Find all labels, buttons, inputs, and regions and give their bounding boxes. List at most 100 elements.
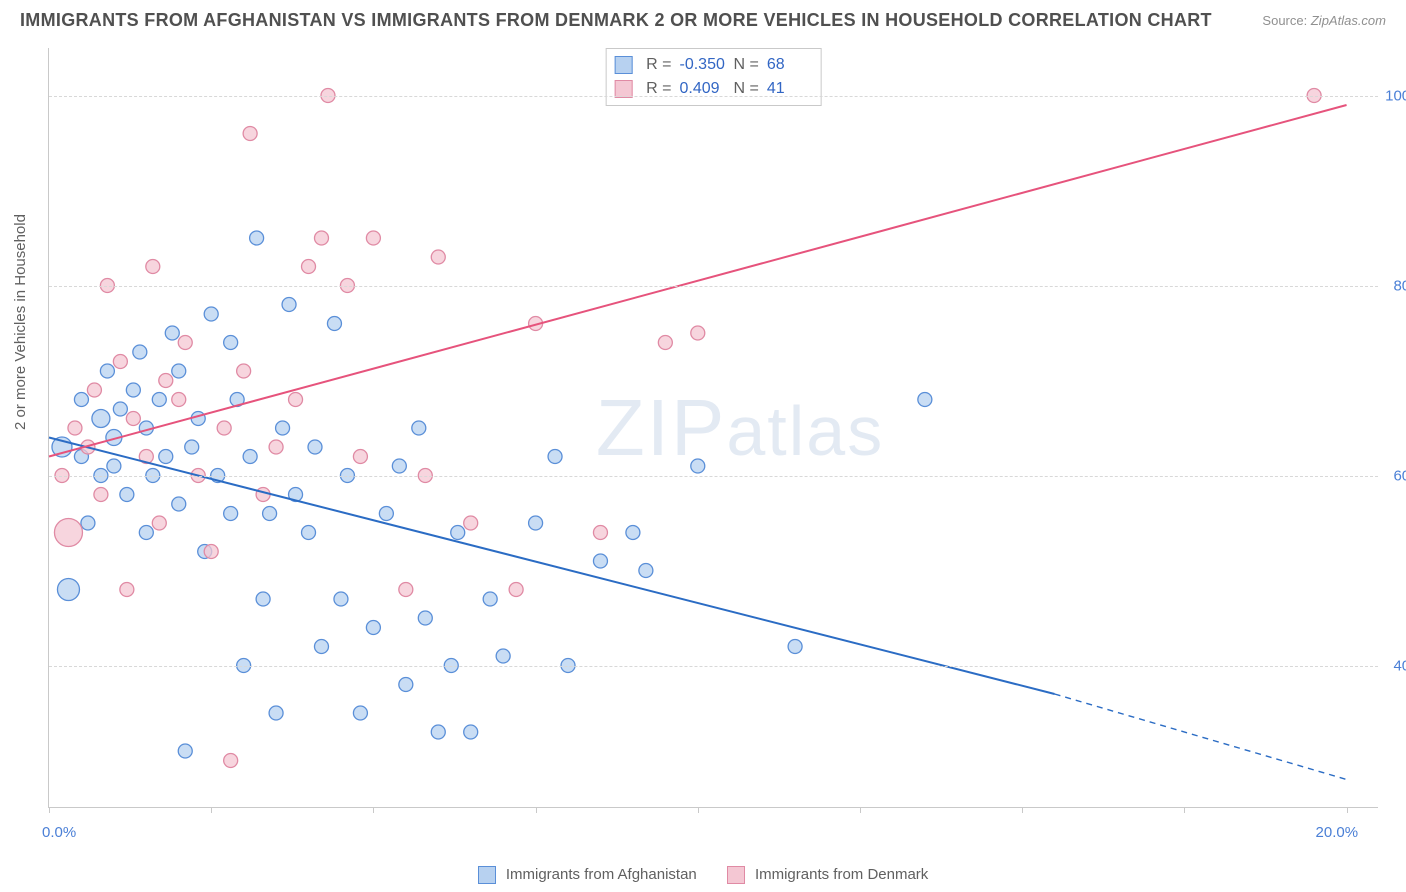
data-point: [464, 516, 478, 530]
data-point: [81, 516, 95, 530]
data-point: [314, 640, 328, 654]
data-point: [496, 649, 510, 663]
data-point: [418, 611, 432, 625]
data-point: [191, 412, 205, 426]
data-point: [139, 526, 153, 540]
x-tick: [1184, 807, 1185, 813]
legend-label-denmark: Immigrants from Denmark: [755, 866, 928, 883]
y-tick-label: 40.0%: [1393, 657, 1406, 674]
x-tick-label: 20.0%: [1316, 824, 1359, 841]
x-tick: [536, 807, 537, 813]
x-tick: [1347, 807, 1348, 813]
r-value-1: 0.409: [680, 77, 726, 101]
legend-item-afghanistan: Immigrants from Afghanistan: [478, 866, 697, 884]
data-point: [178, 744, 192, 758]
data-point: [159, 374, 173, 388]
data-point: [57, 579, 79, 601]
data-point: [314, 231, 328, 245]
trend-line-extrapolated: [1055, 694, 1347, 780]
n-label-1: N =: [734, 77, 759, 101]
data-point: [224, 336, 238, 350]
data-point: [54, 519, 82, 547]
legend-swatch-afghanistan: [478, 866, 496, 884]
y-tick-label: 80.0%: [1393, 277, 1406, 294]
r-label-1: R =: [646, 77, 671, 101]
gridline: [49, 286, 1378, 287]
y-tick-label: 100.0%: [1385, 87, 1406, 104]
data-point: [185, 440, 199, 454]
chart-header: IMMIGRANTS FROM AFGHANISTAN VS IMMIGRANT…: [0, 0, 1406, 31]
data-point: [172, 497, 186, 511]
data-point: [379, 507, 393, 521]
data-point: [788, 640, 802, 654]
plot-svg: [49, 48, 1378, 807]
source-value: ZipAtlas.com: [1311, 13, 1386, 28]
data-point: [178, 336, 192, 350]
data-point: [113, 355, 127, 369]
data-point: [483, 592, 497, 606]
r-value-0: -0.350: [680, 53, 726, 77]
data-point: [269, 440, 283, 454]
data-point: [392, 459, 406, 473]
data-point: [159, 450, 173, 464]
legend-item-denmark: Immigrants from Denmark: [727, 866, 929, 884]
data-point: [152, 516, 166, 530]
data-point: [217, 421, 231, 435]
x-tick: [49, 807, 50, 813]
data-point: [399, 583, 413, 597]
data-point: [302, 526, 316, 540]
data-point: [92, 410, 110, 428]
data-point: [353, 450, 367, 464]
data-point: [412, 421, 426, 435]
data-point: [224, 507, 238, 521]
data-point: [172, 393, 186, 407]
data-point: [548, 450, 562, 464]
x-tick: [373, 807, 374, 813]
data-point: [165, 326, 179, 340]
data-point: [243, 450, 257, 464]
data-point: [269, 706, 283, 720]
data-point: [308, 440, 322, 454]
x-tick: [860, 807, 861, 813]
data-point: [276, 421, 290, 435]
data-point: [639, 564, 653, 578]
chart-title: IMMIGRANTS FROM AFGHANISTAN VS IMMIGRANT…: [20, 10, 1212, 31]
data-point: [204, 545, 218, 559]
swatch-afghanistan: [614, 56, 632, 74]
data-point: [366, 621, 380, 635]
stats-row-afghanistan: R = -0.350 N = 68: [614, 53, 813, 77]
data-point: [334, 592, 348, 606]
data-point: [593, 554, 607, 568]
data-point: [120, 583, 134, 597]
x-tick-label: 0.0%: [42, 824, 76, 841]
plot-area: ZIPatlas R = -0.350 N = 68 R = 0.409 N =…: [48, 48, 1378, 808]
data-point: [399, 678, 413, 692]
data-point: [87, 383, 101, 397]
y-axis-label: 2 or more Vehicles in Household: [12, 214, 29, 430]
data-point: [204, 307, 218, 321]
data-point: [133, 345, 147, 359]
data-point: [282, 298, 296, 312]
data-point: [353, 706, 367, 720]
data-point: [327, 317, 341, 331]
data-point: [658, 336, 672, 350]
data-point: [68, 421, 82, 435]
gridline: [49, 666, 1378, 667]
trend-line: [49, 105, 1347, 457]
data-point: [100, 364, 114, 378]
gridline: [49, 476, 1378, 477]
data-point: [529, 516, 543, 530]
data-point: [626, 526, 640, 540]
data-point: [509, 583, 523, 597]
data-point: [172, 364, 186, 378]
y-tick-label: 60.0%: [1393, 467, 1406, 484]
x-tick: [698, 807, 699, 813]
data-point: [250, 231, 264, 245]
data-point: [126, 383, 140, 397]
series-legend: Immigrants from Afghanistan Immigrants f…: [0, 866, 1406, 884]
data-point: [431, 725, 445, 739]
data-point: [691, 326, 705, 340]
data-point: [120, 488, 134, 502]
data-point: [289, 393, 303, 407]
data-point: [113, 402, 127, 416]
